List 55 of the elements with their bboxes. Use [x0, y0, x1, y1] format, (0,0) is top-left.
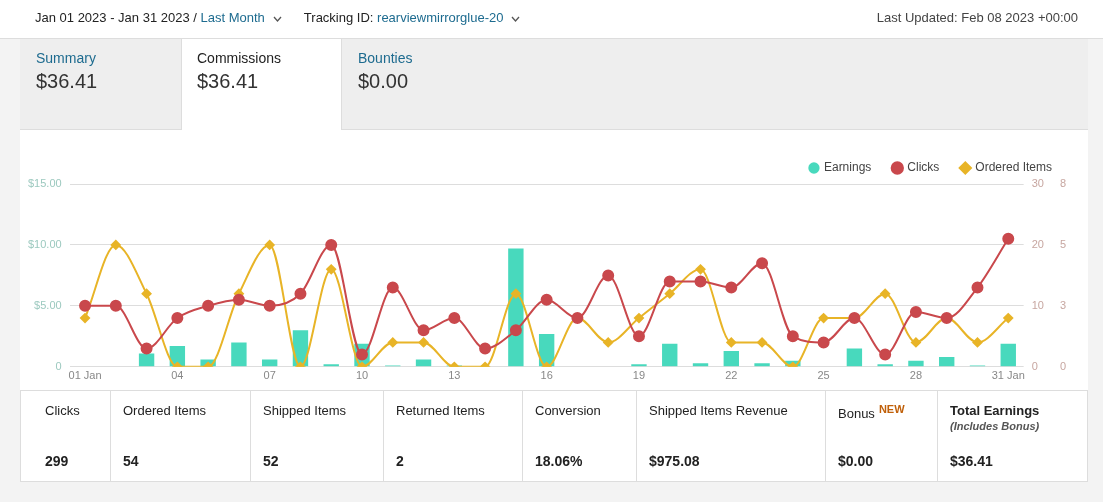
- x-tick-label: 01 Jan: [68, 369, 102, 382]
- x-tick-label: 16: [540, 369, 553, 382]
- text: Summary: [36, 50, 96, 66]
- text: $0.00: [838, 453, 874, 469]
- y2-tick-label: 10: [1031, 298, 1044, 311]
- text: 52: [263, 453, 279, 469]
- x-tick-label: 31 Jan: [991, 369, 1025, 382]
- legend-label: Ordered Items: [975, 160, 1053, 175]
- text: Tracking ID:: [303, 10, 375, 25]
- y-tick-label: $5.00: [34, 298, 62, 311]
- legend-label: Clicks: [907, 160, 940, 175]
- text: Bounties: [358, 50, 413, 66]
- text: (Includes Bonus): [950, 420, 1040, 432]
- text: $36.41: [197, 70, 259, 92]
- x-tick-label: 19: [632, 369, 646, 382]
- x-tick-label: 10: [355, 369, 369, 382]
- text: Last Updated: Feb 08 2023 +00:00: [876, 10, 1078, 25]
- text: 54: [123, 453, 139, 469]
- text: Total Earnings: [950, 403, 1040, 418]
- text: $0.00: [358, 70, 409, 92]
- text: Returned Items: [396, 403, 485, 418]
- text: $36.41: [950, 453, 993, 469]
- y2-tick-label: 0: [1031, 359, 1038, 372]
- text: Clicks: [45, 403, 80, 418]
- text: Last Month: [200, 10, 265, 25]
- x-tick-label: 28: [909, 369, 923, 382]
- text: Shipped Items: [263, 403, 347, 418]
- text: Shipped Items Revenue: [649, 403, 788, 418]
- y-tick-label: $10.00: [27, 237, 62, 250]
- text: Ordered Items: [123, 403, 207, 418]
- text: rearviewmirrorglue-20: [377, 10, 504, 25]
- y3-tick-label: 8: [1059, 177, 1067, 190]
- y3-tick-label: 5: [1059, 237, 1067, 250]
- y3-tick-label: 3: [1059, 298, 1067, 311]
- text: Jan 01 2023 - Jan 31 2023 /: [35, 10, 198, 25]
- text: Commissions: [197, 50, 282, 66]
- text: Conversion: [535, 403, 601, 418]
- x-tick-label: 25: [817, 369, 830, 382]
- text: $975.08: [649, 453, 700, 469]
- x-tick-label: 13: [448, 369, 461, 382]
- legend-label: Earnings: [823, 160, 872, 175]
- text: Bonus: [838, 406, 875, 422]
- y-tick-label: 0: [55, 359, 62, 372]
- y-tick-label: $15.00: [27, 177, 62, 190]
- text: NEW: [878, 403, 905, 415]
- y2-tick-label: 20: [1031, 237, 1044, 250]
- text: 2: [396, 453, 404, 469]
- x-tick-label: 22: [725, 369, 738, 382]
- text: 18.06%: [535, 453, 583, 469]
- x-tick-label: 07: [263, 369, 276, 382]
- text: $36.41: [36, 70, 98, 92]
- y3-tick-label: 0: [1059, 359, 1067, 372]
- y2-tick-label: 30: [1031, 177, 1044, 190]
- text: 299: [45, 453, 69, 469]
- x-tick-label: 04: [171, 369, 184, 382]
